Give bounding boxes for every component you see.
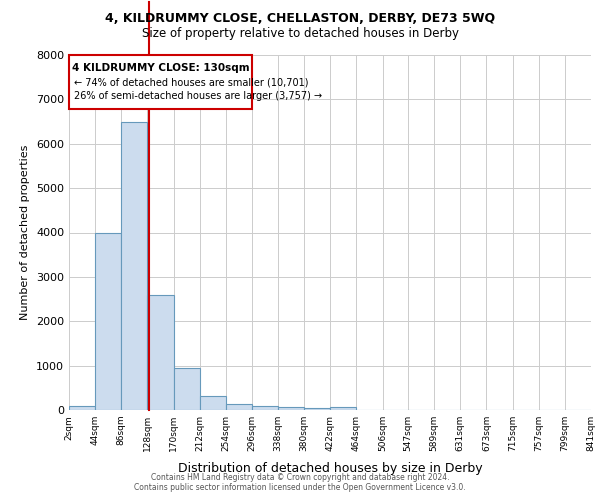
Text: 4 KILDRUMMY CLOSE: 130sqm: 4 KILDRUMMY CLOSE: 130sqm: [71, 63, 249, 73]
Bar: [200, 396, 226, 410]
Text: 26% of semi-detached houses are larger (3,757) →: 26% of semi-detached houses are larger (…: [74, 90, 322, 101]
Bar: [226, 404, 252, 410]
Bar: [95, 232, 121, 410]
Text: ← 74% of detached houses are smaller (10,701): ← 74% of detached houses are smaller (10…: [74, 77, 308, 87]
Text: 4, KILDRUMMY CLOSE, CHELLASTON, DERBY, DE73 5WQ: 4, KILDRUMMY CLOSE, CHELLASTON, DERBY, D…: [105, 12, 495, 26]
Bar: [121, 122, 148, 410]
FancyBboxPatch shape: [69, 55, 252, 109]
Bar: [69, 406, 95, 410]
Bar: [148, 294, 173, 410]
Bar: [304, 408, 331, 410]
Bar: [252, 406, 278, 410]
Y-axis label: Number of detached properties: Number of detached properties: [20, 145, 31, 320]
Bar: [173, 368, 200, 410]
Bar: [278, 407, 304, 410]
Text: Contains HM Land Registry data © Crown copyright and database right 2024.
Contai: Contains HM Land Registry data © Crown c…: [134, 473, 466, 492]
X-axis label: Distribution of detached houses by size in Derby: Distribution of detached houses by size …: [178, 462, 482, 475]
Bar: [331, 408, 356, 410]
Text: Size of property relative to detached houses in Derby: Size of property relative to detached ho…: [142, 28, 458, 40]
